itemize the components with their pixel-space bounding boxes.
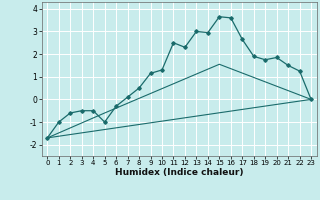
X-axis label: Humidex (Indice chaleur): Humidex (Indice chaleur) [115,168,244,177]
